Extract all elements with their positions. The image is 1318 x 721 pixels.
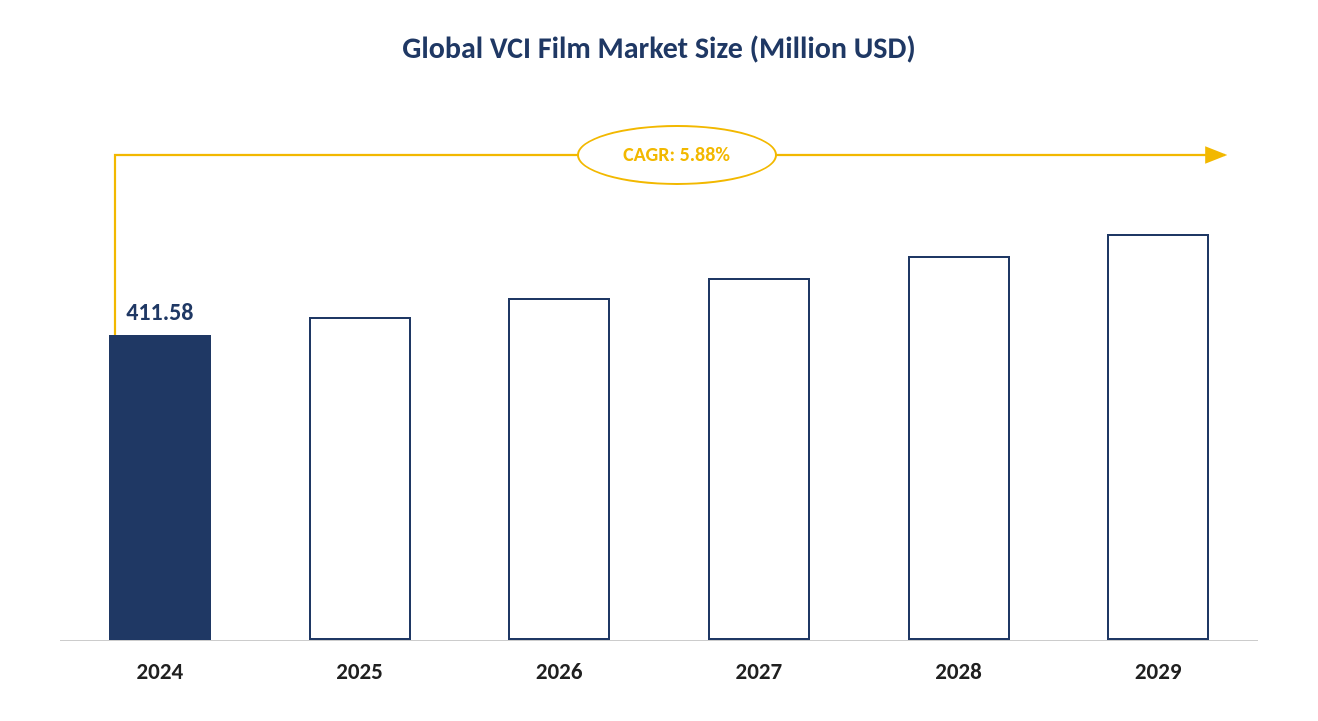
bar-group [459,195,659,640]
x-axis-label: 2029 [1058,658,1258,686]
cagr-label: CAGR: 5.88% [623,143,730,167]
bar [109,335,211,640]
bar-group [260,195,460,640]
bar-group: 411.58 [60,195,260,640]
bars-wrapper: 411.58 [60,195,1258,640]
x-axis-label: 2024 [60,658,260,686]
x-axis: 202420252026202720282029 [60,658,1258,686]
bar [708,278,810,640]
chart-title: Global VCI Film Market Size (Million USD… [40,30,1278,67]
chart-container: Global VCI Film Market Size (Million USD… [0,0,1318,721]
cagr-annotation: CAGR: 5.88% [115,135,1238,195]
cagr-badge: CAGR: 5.88% [577,125,777,185]
x-axis-label: 2026 [459,658,659,686]
bar [908,256,1010,640]
bar [309,317,411,640]
plot-area: 411.58 [60,195,1258,641]
x-axis-label: 2028 [859,658,1059,686]
bar [508,298,610,640]
x-axis-label: 2027 [659,658,859,686]
bar [1107,234,1209,640]
bar-value-label: 411.58 [126,298,193,327]
bar-group [1058,195,1258,640]
bar-group [859,195,1059,640]
x-axis-label: 2025 [260,658,460,686]
bar-group [659,195,859,640]
